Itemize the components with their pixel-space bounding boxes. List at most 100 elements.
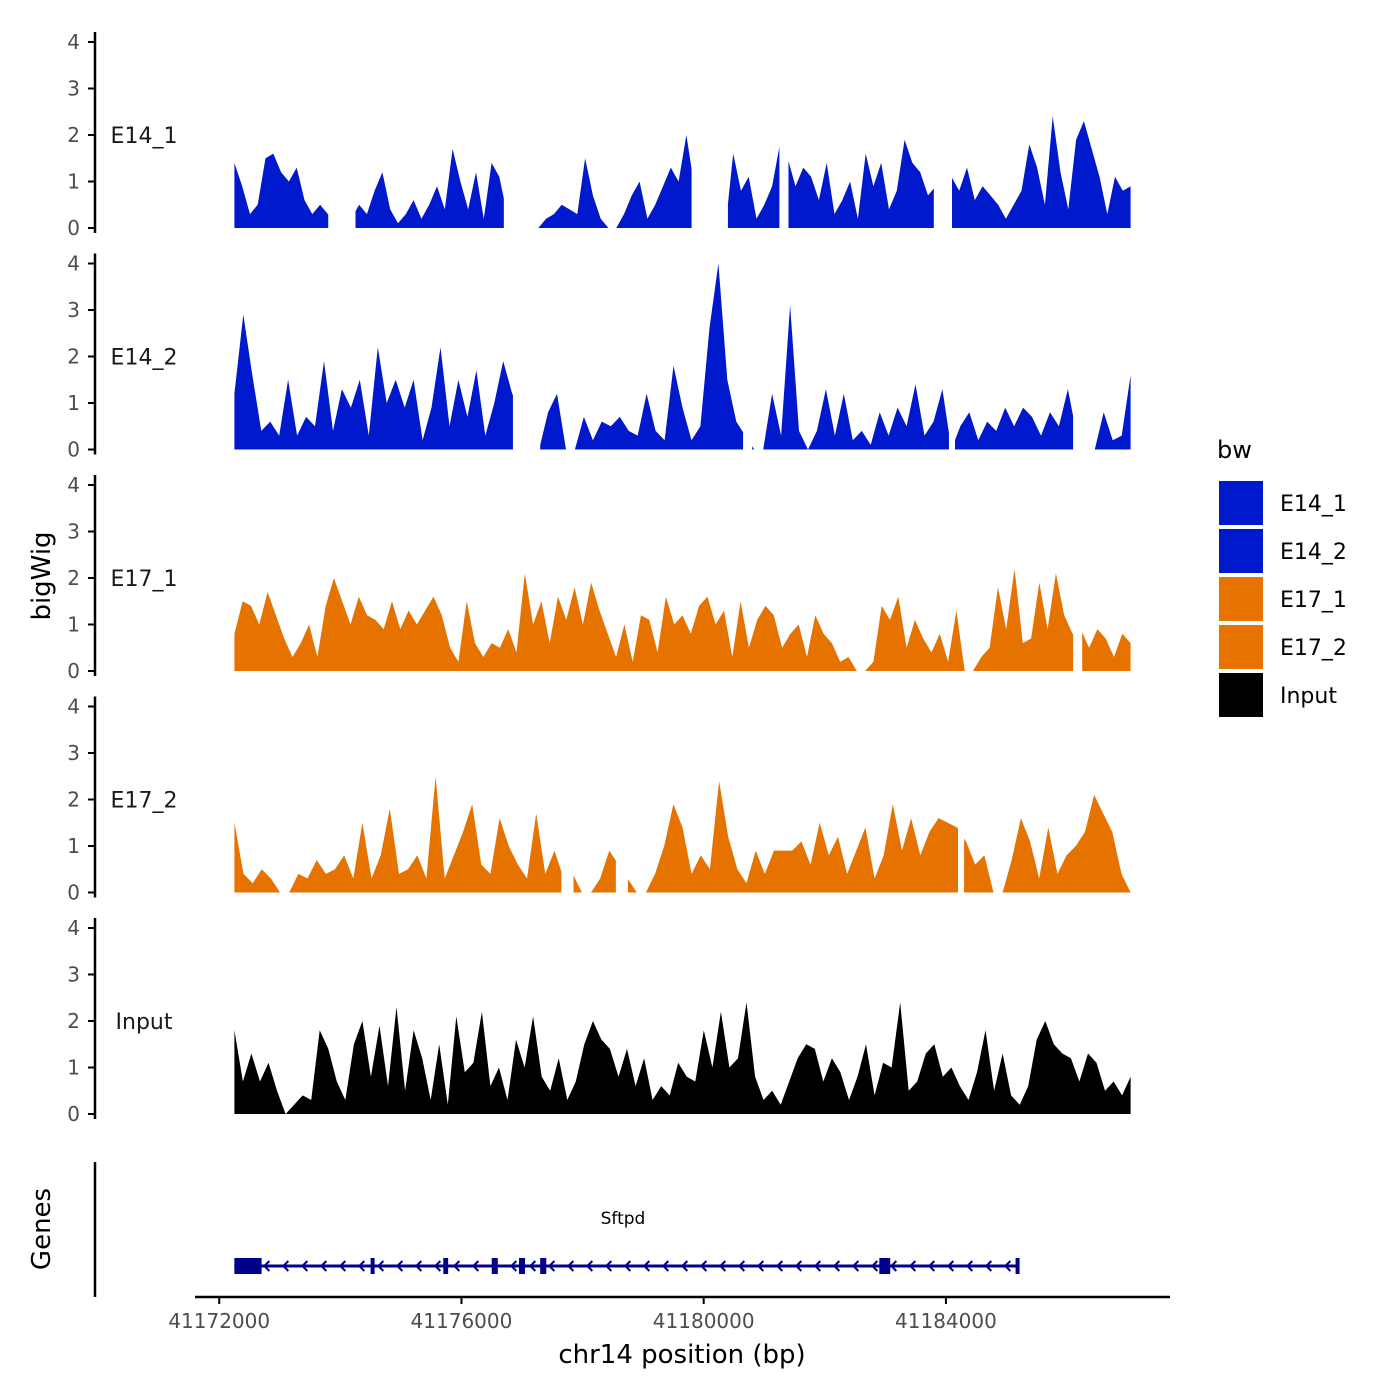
- coverage-gap: [561, 691, 574, 893]
- strand-arrow: [300, 1260, 309, 1272]
- strand-arrow: [376, 1260, 385, 1272]
- y-tick-label: 4: [67, 695, 80, 719]
- legend-label: Input: [1280, 684, 1337, 709]
- coverage-gap: [1073, 470, 1083, 671]
- strand-arrow: [813, 1260, 822, 1272]
- strand-arrow: [756, 1260, 765, 1272]
- coverage-area: [234, 263, 1131, 450]
- x-axis-title: chr14 position (bp): [558, 1340, 805, 1370]
- x-axis: 41172000 41176000 41180000 41184000: [168, 1295, 1170, 1333]
- coverage-area: [234, 116, 1131, 228]
- y-tick-label: 0: [67, 659, 80, 683]
- track-input: 0 1 2 3 4 Input: [67, 916, 1131, 1126]
- coverage-gap: [933, 27, 952, 228]
- gene-exon: [234, 1258, 262, 1274]
- y-tick-label: 0: [67, 216, 80, 240]
- strand-arrow: [794, 1260, 803, 1272]
- strand-arrow: [547, 1260, 556, 1272]
- strand-arrow: [528, 1260, 537, 1272]
- strand-arrow: [357, 1260, 366, 1272]
- strand-arrow: [585, 1260, 594, 1272]
- coverage-gap: [743, 248, 753, 450]
- y-tick-label: 3: [67, 741, 80, 765]
- strand-arrow: [509, 1260, 518, 1272]
- legend-swatch: [1219, 529, 1263, 573]
- strand-arrow: [927, 1260, 936, 1272]
- legend-swatch: [1219, 673, 1263, 717]
- strand-arrow: [775, 1260, 784, 1272]
- y-tick-label: 2: [67, 123, 80, 147]
- legend-label: E17_1: [1280, 588, 1347, 613]
- strand-arrow: [262, 1260, 271, 1272]
- strand-arrow: [642, 1260, 651, 1272]
- legend-label: E14_1: [1280, 492, 1347, 517]
- strand-arrow: [319, 1260, 328, 1272]
- strand-arrow: [965, 1260, 974, 1272]
- legend: E14_1 E14_2 E17_1 E17_2 Input: [1219, 481, 1347, 717]
- legend-label: E17_2: [1280, 636, 1347, 661]
- track-e17-2: 0 1 2 3 4 E17_2: [67, 691, 1131, 905]
- gene-exon: [540, 1258, 547, 1274]
- track-label: E14_2: [111, 346, 178, 371]
- strand-arrow: [946, 1260, 955, 1272]
- coverage-tracks: 0 1 2 3 4 E14_1 0 1 2 3 4 E14_2 0 1 2 3 4 E17_1 0 1 2 3 4 E17_2…: [67, 27, 1131, 1126]
- strand-arrow: [338, 1260, 347, 1272]
- coverage-gap: [615, 691, 628, 893]
- strand-arrow: [661, 1260, 670, 1272]
- strand-arrow: [604, 1260, 613, 1272]
- track-e17-1: 0 1 2 3 4 E17_1: [67, 470, 1131, 683]
- track-e14-1: 0 1 2 3 4 E14_1: [67, 27, 1131, 240]
- strand-arrow: [566, 1260, 575, 1272]
- y-tick-label: 1: [67, 170, 80, 194]
- strand-arrow: [433, 1260, 442, 1272]
- x-tick-label: 41176000: [411, 1309, 513, 1333]
- y-tick-label: 2: [67, 788, 80, 812]
- coverage-gap: [691, 27, 728, 228]
- y-tick-label: 0: [67, 438, 80, 462]
- coverage-gap: [328, 27, 356, 228]
- strand-arrow: [281, 1260, 290, 1272]
- strand-arrow: [471, 1260, 480, 1272]
- y-tick-label: 2: [67, 1009, 80, 1033]
- strand-arrow: [832, 1260, 841, 1272]
- y-tick-label: 3: [67, 520, 80, 544]
- coverage-area: [234, 1002, 1131, 1114]
- coverage-gap: [958, 691, 965, 893]
- strand-arrow: [623, 1260, 632, 1272]
- coverage-gap: [948, 248, 956, 450]
- gene-exon: [518, 1258, 526, 1274]
- y-tick-label: 4: [67, 473, 80, 497]
- legend-label: E14_2: [1280, 540, 1347, 565]
- coverage-gap: [779, 27, 789, 228]
- y-tick-label: 0: [67, 881, 80, 905]
- track-label: Input: [116, 1010, 173, 1035]
- coverage-gap: [1073, 248, 1092, 450]
- coverage-gap: [512, 248, 541, 450]
- strand-arrow: [889, 1260, 898, 1272]
- strand-arrow: [737, 1260, 746, 1272]
- y-tick-label: 3: [67, 963, 80, 987]
- strand-arrow: [452, 1260, 461, 1272]
- y-tick-label: 1: [67, 391, 80, 415]
- strand-arrow: [414, 1260, 423, 1272]
- track-label: E14_1: [111, 124, 178, 149]
- y-tick-label: 3: [67, 298, 80, 322]
- x-tick-label: 41172000: [168, 1309, 270, 1333]
- strand-arrow: [851, 1260, 860, 1272]
- y-tick-label: 1: [67, 613, 80, 637]
- strand-arrow: [908, 1260, 917, 1272]
- y-tick-label: 1: [67, 1056, 80, 1080]
- strand-arrow: [699, 1260, 708, 1272]
- gene-exon: [491, 1258, 498, 1274]
- y-tick-label: 2: [67, 566, 80, 590]
- strand-arrow: [718, 1260, 727, 1272]
- track-label: E17_1: [111, 567, 178, 592]
- strand-arrow: [870, 1260, 879, 1272]
- y-tick-label: 3: [67, 77, 80, 101]
- gene-name: Sftpd: [601, 1209, 646, 1229]
- legend-swatch: [1219, 577, 1263, 621]
- y-tick-label: 0: [67, 1102, 80, 1126]
- y-tick-label: 1: [67, 834, 80, 858]
- strand-arrow: [395, 1260, 404, 1272]
